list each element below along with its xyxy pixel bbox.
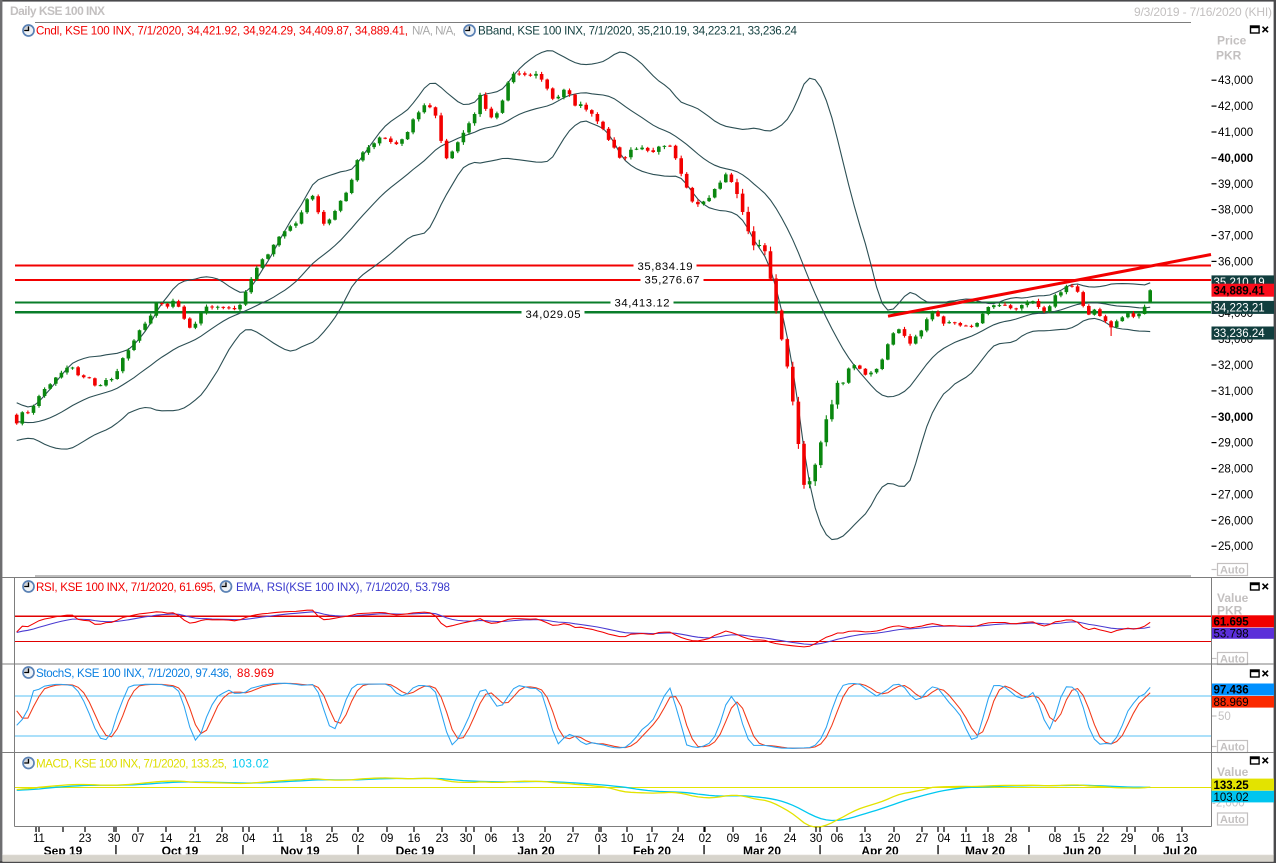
svg-text:06: 06 bbox=[485, 833, 498, 845]
svg-text:22: 22 bbox=[1097, 833, 1110, 845]
svg-text:30: 30 bbox=[108, 833, 121, 845]
svg-text:13: 13 bbox=[512, 833, 525, 845]
svg-text:07: 07 bbox=[132, 833, 145, 845]
svg-text:30,000: 30,000 bbox=[1218, 412, 1253, 424]
svg-text:20: 20 bbox=[539, 833, 552, 845]
svg-text:15: 15 bbox=[1073, 833, 1086, 845]
svg-text:11: 11 bbox=[33, 833, 45, 845]
svg-text:29,000: 29,000 bbox=[1218, 438, 1253, 450]
svg-text:43,000: 43,000 bbox=[1218, 75, 1253, 87]
svg-text:04: 04 bbox=[938, 833, 951, 845]
svg-text:Daily KSE 100 INX: Daily KSE 100 INX bbox=[10, 4, 105, 18]
svg-text:133.25: 133.25 bbox=[1214, 780, 1250, 792]
svg-text:26,000: 26,000 bbox=[1218, 515, 1253, 527]
svg-text:28,000: 28,000 bbox=[1218, 464, 1253, 476]
svg-text:Auto: Auto bbox=[1220, 565, 1245, 577]
svg-text:42,000: 42,000 bbox=[1218, 101, 1253, 113]
svg-text:97.436: 97.436 bbox=[1214, 685, 1249, 697]
svg-text:28: 28 bbox=[1005, 833, 1018, 845]
svg-text:21: 21 bbox=[189, 833, 202, 845]
svg-text:38,000: 38,000 bbox=[1218, 205, 1253, 217]
svg-text:02: 02 bbox=[352, 833, 365, 845]
svg-text:14: 14 bbox=[160, 833, 173, 845]
svg-text:25,000: 25,000 bbox=[1218, 541, 1253, 553]
svg-text:06: 06 bbox=[831, 833, 844, 845]
svg-text:35,834.19: 35,834.19 bbox=[638, 261, 693, 273]
svg-text:N/A, N/A,: N/A, N/A, bbox=[412, 25, 456, 38]
svg-text:27: 27 bbox=[916, 833, 929, 845]
svg-text:11: 11 bbox=[272, 833, 284, 845]
svg-text:Value: Value bbox=[1217, 765, 1249, 779]
svg-text:103.02: 103.02 bbox=[1214, 792, 1249, 804]
svg-text:EMA, RSI(KSE 100 INX), 7/1/202: EMA, RSI(KSE 100 INX), 7/1/2020, 53.798 bbox=[236, 581, 450, 594]
svg-text:30: 30 bbox=[810, 833, 823, 845]
svg-text:30: 30 bbox=[460, 833, 473, 845]
svg-text:24: 24 bbox=[784, 833, 797, 845]
svg-text:34,029.05: 34,029.05 bbox=[526, 309, 581, 321]
svg-text:08: 08 bbox=[1049, 833, 1062, 845]
svg-text:41,000: 41,000 bbox=[1218, 127, 1253, 139]
svg-text:35,276.67: 35,276.67 bbox=[645, 275, 700, 287]
svg-text:27,000: 27,000 bbox=[1218, 489, 1253, 501]
svg-text:11: 11 bbox=[960, 833, 972, 845]
svg-text:88.969: 88.969 bbox=[1214, 697, 1249, 709]
svg-text:Value: Value bbox=[1217, 591, 1249, 605]
svg-text:103.02: 103.02 bbox=[232, 758, 269, 771]
svg-text:23: 23 bbox=[79, 833, 92, 845]
svg-text:Price: Price bbox=[1217, 34, 1247, 48]
svg-text:20: 20 bbox=[888, 833, 901, 845]
svg-text:37,000: 37,000 bbox=[1218, 231, 1253, 243]
svg-text:04: 04 bbox=[243, 833, 256, 845]
svg-text:32,000: 32,000 bbox=[1218, 360, 1253, 372]
svg-text:17: 17 bbox=[646, 833, 659, 845]
svg-text:StochS, KSE 100 INX, 7/1/2020,: StochS, KSE 100 INX, 7/1/2020, 97.436, bbox=[36, 667, 232, 680]
svg-text:09: 09 bbox=[727, 833, 740, 845]
svg-text:39,000: 39,000 bbox=[1218, 179, 1253, 191]
svg-text:PKR: PKR bbox=[1216, 49, 1242, 63]
svg-text:50: 50 bbox=[1218, 711, 1231, 723]
svg-text:RSI, KSE 100 INX, 7/1/2020, 61: RSI, KSE 100 INX, 7/1/2020, 61.695, bbox=[36, 581, 216, 594]
svg-text:33,236.24: 33,236.24 bbox=[1214, 328, 1266, 340]
svg-text:34,223.21: 34,223.21 bbox=[1214, 303, 1265, 315]
svg-text:MACD, KSE 100 INX, 7/1/2020, 1: MACD, KSE 100 INX, 7/1/2020, 133.25, bbox=[36, 758, 227, 771]
svg-text:16: 16 bbox=[408, 833, 421, 845]
svg-text:16: 16 bbox=[755, 833, 768, 845]
svg-text:BBand, KSE 100 INX, 7/1/2020,: BBand, KSE 100 INX, 7/1/2020, 35,210.19,… bbox=[478, 25, 798, 38]
svg-text:27: 27 bbox=[567, 833, 580, 845]
svg-text:88.969: 88.969 bbox=[237, 667, 274, 680]
svg-text:13: 13 bbox=[1176, 833, 1189, 845]
svg-text:24: 24 bbox=[672, 833, 685, 845]
svg-text:53.798: 53.798 bbox=[1214, 629, 1249, 641]
svg-text:61.695: 61.695 bbox=[1214, 617, 1250, 629]
svg-text:40,000: 40,000 bbox=[1218, 153, 1253, 165]
svg-text:13: 13 bbox=[859, 833, 872, 845]
svg-text:34,413.12: 34,413.12 bbox=[615, 298, 670, 310]
svg-text:Auto: Auto bbox=[1220, 654, 1245, 666]
svg-text:09: 09 bbox=[381, 833, 394, 845]
svg-text:Cndl, KSE 100 INX, 7/1/2020, 3: Cndl, KSE 100 INX, 7/1/2020, 34,421.92, … bbox=[36, 25, 408, 38]
svg-text:23: 23 bbox=[436, 833, 449, 845]
svg-text:18: 18 bbox=[982, 833, 995, 845]
svg-text:18: 18 bbox=[300, 833, 313, 845]
svg-text:Auto: Auto bbox=[1220, 814, 1245, 826]
svg-text:9/3/2019 - 7/16/2020 (KHI): 9/3/2019 - 7/16/2020 (KHI) bbox=[1134, 5, 1272, 19]
svg-text:06: 06 bbox=[1152, 833, 1165, 845]
svg-text:Auto: Auto bbox=[1220, 742, 1245, 754]
svg-text:25: 25 bbox=[326, 833, 339, 845]
svg-text:28: 28 bbox=[216, 833, 229, 845]
svg-text:02: 02 bbox=[699, 833, 712, 845]
svg-text:31,000: 31,000 bbox=[1218, 386, 1253, 398]
svg-text:10: 10 bbox=[621, 833, 634, 845]
svg-text:36,000: 36,000 bbox=[1218, 256, 1253, 268]
svg-text:34,889.41: 34,889.41 bbox=[1214, 285, 1266, 297]
svg-text:03: 03 bbox=[595, 833, 608, 845]
svg-text:29: 29 bbox=[1121, 833, 1134, 845]
svg-text:PKR: PKR bbox=[1217, 604, 1243, 618]
